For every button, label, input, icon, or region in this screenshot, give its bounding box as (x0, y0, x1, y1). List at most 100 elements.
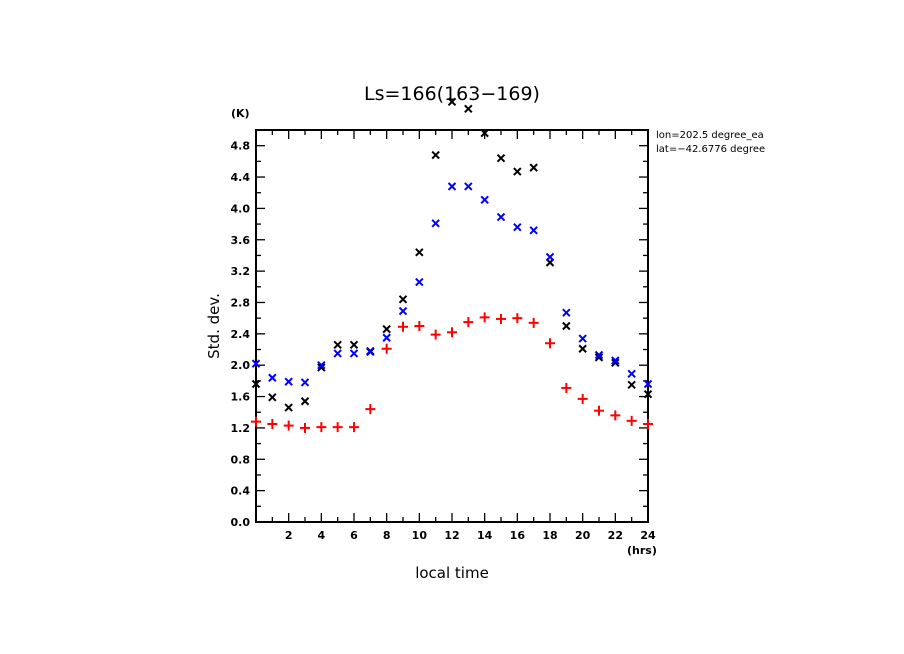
plus-marker (283, 420, 294, 431)
x-marker (578, 344, 587, 353)
x-tick-label: 14 (477, 529, 493, 542)
x-marker (284, 403, 293, 412)
x-stroke (382, 333, 391, 342)
y-tick-label: 4.0 (231, 202, 251, 215)
x-marker (464, 182, 473, 191)
x-marker (366, 347, 375, 357)
x-stroke (268, 373, 277, 382)
x-stroke (594, 350, 604, 360)
plus-marker (561, 382, 572, 393)
plus-marker (365, 404, 376, 415)
plus-marker (447, 327, 457, 338)
x-marker (496, 212, 506, 222)
x-stroke (300, 378, 310, 387)
plus-marker (528, 317, 539, 328)
x-tick-label: 12 (444, 529, 459, 542)
y-tick-label: 1.2 (231, 422, 251, 435)
x-stroke (398, 306, 408, 316)
x-stroke (627, 380, 636, 390)
x-stroke (529, 163, 538, 172)
x-marker (480, 195, 489, 204)
x-stroke (578, 344, 587, 353)
y-tick-label: 0.4 (231, 485, 251, 498)
x-marker (251, 359, 261, 368)
x-marker (382, 324, 391, 334)
x-tick-label: 22 (608, 529, 623, 542)
x-stroke (594, 353, 604, 362)
x-marker (300, 397, 310, 406)
plus-marker (267, 419, 278, 429)
y-tick-label: 2.8 (231, 296, 251, 309)
x-marker (643, 390, 653, 399)
x-marker (415, 277, 424, 287)
x-stroke (447, 97, 457, 106)
x-tick-label: 20 (575, 529, 591, 542)
plus-marker (594, 405, 604, 416)
y-tick-label: 0.8 (231, 453, 251, 466)
x-stroke (545, 252, 555, 262)
x-marker (611, 356, 620, 365)
x-stroke (366, 347, 375, 357)
x-stroke (431, 150, 440, 160)
x-marker (349, 340, 359, 350)
x-stroke (578, 334, 587, 343)
x-marker (251, 379, 261, 389)
x-marker (594, 350, 604, 360)
plus-marker (512, 313, 523, 324)
x-marker (562, 308, 571, 317)
plus-marker (610, 410, 621, 421)
plus-marker (626, 415, 637, 426)
x-marker (382, 333, 391, 342)
y-tick-label: 3.2 (231, 265, 251, 278)
x-marker (513, 167, 522, 176)
x-tick-label: 4 (318, 529, 326, 542)
x-stroke (349, 349, 359, 358)
x-marker (529, 226, 538, 235)
x-stroke (627, 369, 636, 379)
x-marker (431, 219, 440, 228)
x-marker (317, 360, 326, 370)
x-stroke (513, 167, 522, 176)
x-marker (480, 128, 489, 138)
chart-title: Ls=166(163−169) (364, 83, 540, 105)
y-tick-label: 2.4 (231, 328, 251, 341)
x-marker (317, 363, 326, 372)
x-marker (529, 163, 538, 172)
x-marker (562, 321, 571, 331)
x-marker (333, 340, 342, 350)
x-marker (578, 334, 587, 343)
y-tick-label: 0.0 (231, 516, 251, 529)
x-stroke (643, 379, 653, 389)
x-marker (268, 373, 277, 382)
x-stroke (480, 195, 489, 204)
y-unit-label: (K) (231, 107, 250, 120)
x-stroke (513, 223, 522, 232)
x-marker (447, 97, 457, 106)
x-marker (643, 379, 653, 389)
x-marker (627, 380, 636, 390)
x-axis-label: local time (415, 564, 489, 582)
x-stroke (349, 340, 359, 350)
x-marker (300, 378, 310, 387)
x-marker (447, 182, 457, 191)
x-unit-label: (hrs) (627, 544, 657, 557)
data-marks (251, 97, 653, 433)
x-marker (627, 369, 636, 379)
x-marker (594, 353, 604, 362)
x-marker (268, 393, 277, 402)
y-tick-label: 3.6 (231, 234, 251, 247)
x-stroke (398, 295, 408, 304)
x-stroke (251, 379, 261, 389)
x-marker (464, 104, 473, 114)
x-stroke (496, 212, 506, 222)
x-stroke (333, 349, 342, 358)
plus-marker (479, 312, 490, 323)
x-stroke (562, 308, 571, 317)
annotation-lon: lon=202.5 degree_ea (656, 130, 764, 141)
plus-marker (251, 416, 261, 427)
y-tick-label: 4.4 (231, 171, 251, 184)
x-tick-label: 10 (412, 529, 428, 542)
x-tick-label: 18 (542, 529, 557, 542)
y-tick-label: 2.0 (231, 359, 251, 372)
